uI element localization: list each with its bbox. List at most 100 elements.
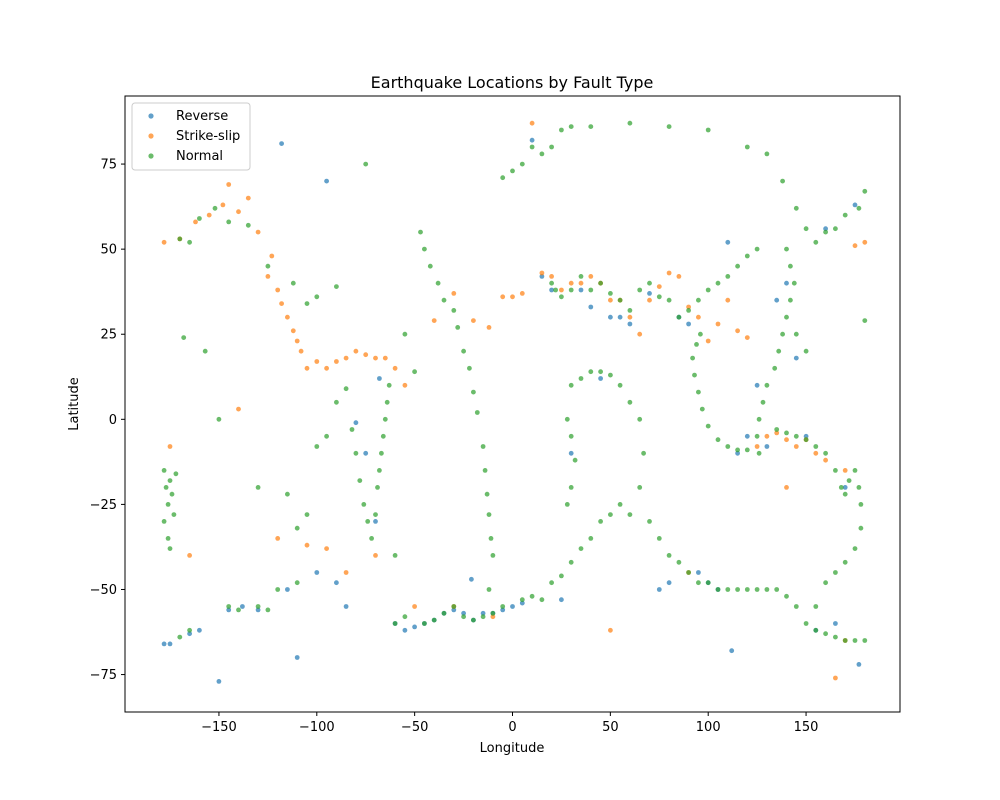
point-normal xyxy=(656,536,662,541)
point-normal xyxy=(705,287,711,293)
point-normal xyxy=(490,553,496,558)
point-normal xyxy=(361,502,367,507)
point-normal xyxy=(705,423,711,429)
point-normal xyxy=(666,553,672,558)
point-normal xyxy=(813,627,819,633)
point-normal xyxy=(803,437,809,443)
point-strike-slip xyxy=(451,291,457,296)
point-normal xyxy=(363,161,369,167)
x-axis: −150 −100 −50 0 50 100 150 xyxy=(201,712,818,735)
point-strike-slip xyxy=(373,355,378,361)
point-normal xyxy=(365,519,371,524)
point-normal xyxy=(161,519,167,524)
point-normal xyxy=(627,308,633,313)
point-reverse xyxy=(343,604,349,609)
point-normal xyxy=(862,188,868,194)
point-reverse xyxy=(324,178,329,184)
point-strike-slip xyxy=(500,294,506,300)
point-reverse xyxy=(377,376,382,381)
point-normal xyxy=(833,468,838,473)
point-strike-slip xyxy=(285,314,290,320)
point-reverse xyxy=(725,239,731,245)
point-strike-slip xyxy=(382,355,388,361)
point-strike-slip xyxy=(334,359,339,364)
point-reverse xyxy=(735,450,740,456)
point-normal xyxy=(529,593,535,599)
point-normal xyxy=(549,580,554,586)
point-normal xyxy=(559,294,564,300)
point-strike-slip xyxy=(784,485,789,490)
point-normal xyxy=(490,610,496,616)
point-normal xyxy=(725,444,731,449)
x-tick-label: −50 xyxy=(401,720,428,735)
point-normal xyxy=(480,444,486,449)
point-strike-slip xyxy=(324,365,329,371)
point-normal xyxy=(833,226,838,232)
point-normal xyxy=(692,372,697,378)
point-strike-slip xyxy=(666,270,672,276)
point-normal xyxy=(187,239,193,245)
point-strike-slip xyxy=(608,297,613,303)
point-normal xyxy=(484,491,490,497)
point-normal xyxy=(715,587,721,592)
point-normal xyxy=(823,631,828,637)
point-normal xyxy=(216,416,222,422)
point-normal xyxy=(617,502,623,507)
point-reverse xyxy=(578,287,584,293)
point-normal xyxy=(265,263,271,269)
point-strike-slip xyxy=(269,253,275,259)
point-strike-slip xyxy=(298,348,304,354)
point-normal xyxy=(735,587,740,592)
point-normal xyxy=(784,593,789,599)
point-normal xyxy=(187,627,193,633)
point-normal xyxy=(441,610,447,616)
y-axis-label: Latitude xyxy=(67,377,82,431)
point-reverse xyxy=(627,321,633,327)
point-normal xyxy=(314,444,320,449)
point-normal xyxy=(690,355,695,361)
point-normal xyxy=(212,205,218,211)
point-normal xyxy=(285,491,290,497)
point-normal xyxy=(793,331,799,337)
point-normal xyxy=(539,151,545,157)
point-strike-slip xyxy=(647,297,652,303)
point-reverse xyxy=(519,600,525,606)
point-normal xyxy=(568,287,574,293)
point-strike-slip xyxy=(245,195,251,201)
point-strike-slip xyxy=(559,287,564,293)
point-strike-slip xyxy=(255,229,261,235)
point-strike-slip xyxy=(725,297,731,303)
point-strike-slip xyxy=(588,274,594,279)
point-normal xyxy=(549,280,554,286)
point-strike-slip xyxy=(324,546,329,551)
point-normal xyxy=(856,205,862,211)
point-reverse xyxy=(617,314,623,320)
point-strike-slip xyxy=(696,314,701,320)
point-normal xyxy=(756,450,762,456)
point-normal xyxy=(377,468,382,473)
point-normal xyxy=(858,502,864,507)
point-normal xyxy=(698,331,703,337)
point-normal xyxy=(696,297,701,303)
point-normal xyxy=(705,127,711,133)
point-reverse xyxy=(402,627,408,633)
point-reverse xyxy=(529,137,535,143)
point-strike-slip xyxy=(529,120,535,126)
point-reverse xyxy=(793,355,799,361)
point-normal xyxy=(715,437,721,443)
point-normal xyxy=(177,236,183,242)
point-normal xyxy=(553,287,558,293)
point-normal xyxy=(793,604,799,609)
y-tick-label: 75 xyxy=(100,158,117,173)
point-normal xyxy=(539,597,545,603)
point-normal xyxy=(384,399,390,405)
point-normal xyxy=(813,239,819,245)
point-normal xyxy=(813,444,819,449)
point-normal xyxy=(666,297,672,303)
point-reverse xyxy=(744,433,750,439)
point-reverse xyxy=(823,226,828,232)
point-reverse xyxy=(451,607,457,613)
point-normal xyxy=(764,151,770,157)
point-normal xyxy=(813,604,819,609)
point-normal xyxy=(803,621,809,626)
